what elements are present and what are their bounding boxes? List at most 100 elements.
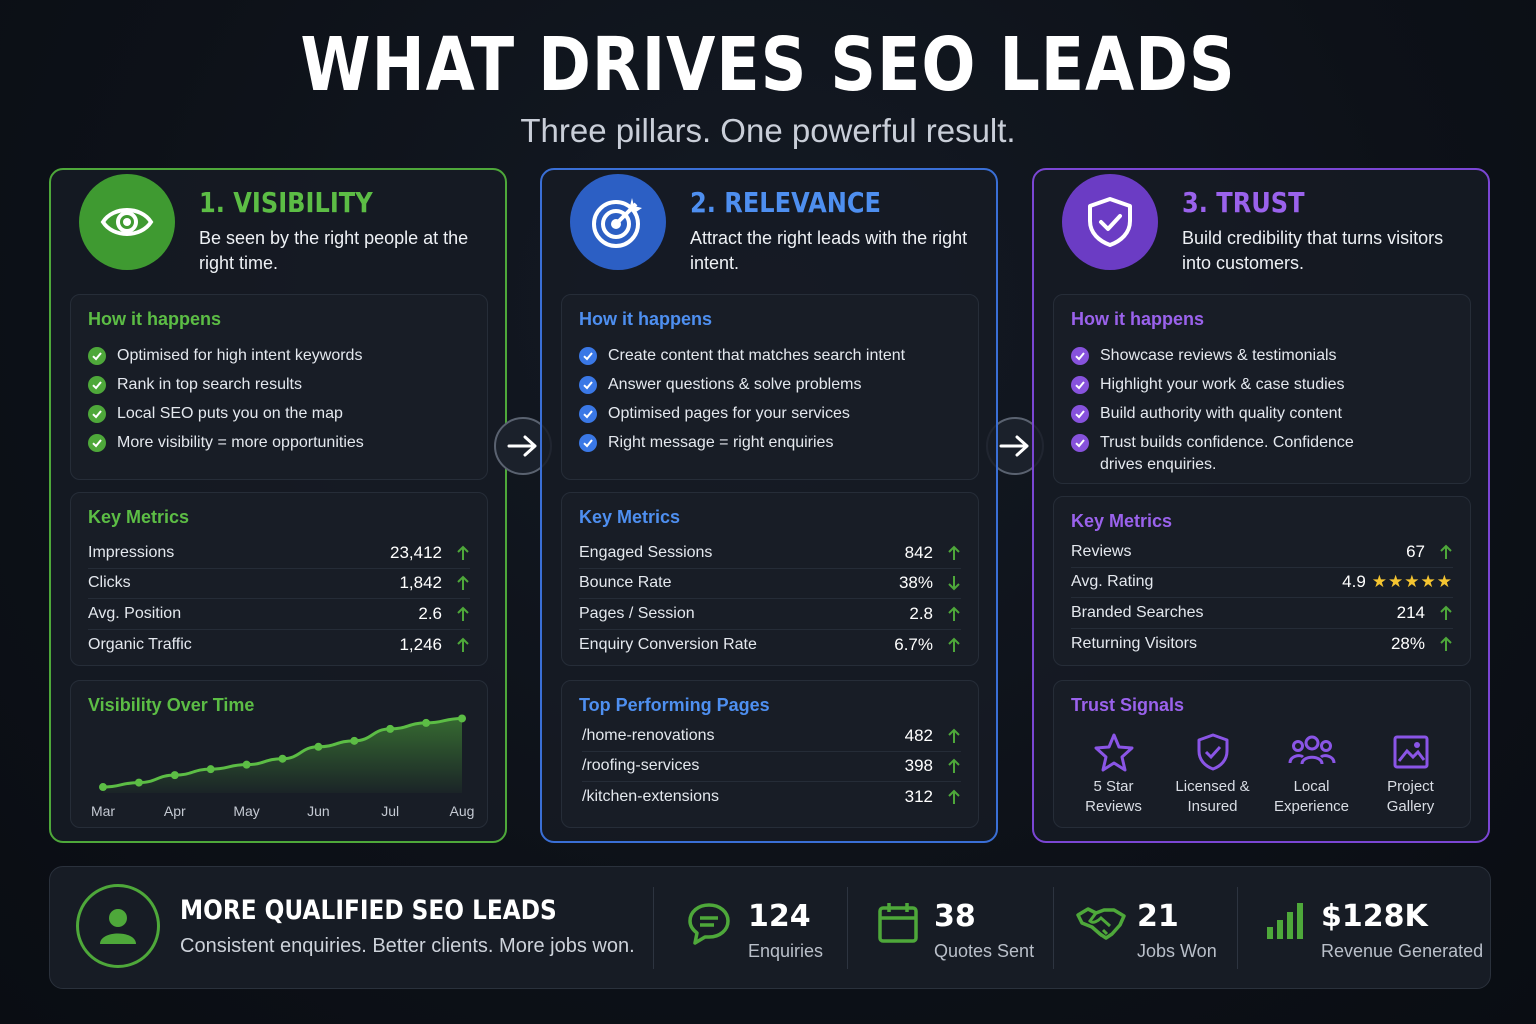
arrow-up-icon [442, 637, 470, 653]
metric-row: Reviews 67 [1071, 537, 1453, 568]
list-item-label: Right message = right enquiries [608, 434, 834, 451]
key-metrics-card: Key Metrics Reviews 67 Avg. Rating 4.9 ★★★★… [1053, 496, 1471, 666]
card-title: Key Metrics [579, 507, 681, 527]
arrow-down-icon [933, 575, 961, 591]
chat-icon [686, 901, 732, 952]
arrow-up-icon [442, 575, 470, 591]
chart-point [206, 765, 215, 774]
list-item: Rank in top search results [88, 374, 364, 396]
page-value: 482 [904, 725, 933, 745]
page-value: 312 [904, 787, 933, 807]
how-list: Showcase reviews & testimonials Highligh… [1071, 345, 1371, 483]
metric-row: Clicks 1,842 [88, 569, 470, 599]
arrow-up-icon [933, 758, 961, 774]
metric-row: Organic Traffic 1,246 [88, 630, 470, 661]
list-item: Highlight your work & case studies [1071, 374, 1371, 396]
page-path[interactable]: /roofing-services [582, 757, 700, 775]
chart-point [386, 724, 395, 733]
how-it-happens-card: How it happens Showcase reviews & testim… [1053, 294, 1471, 484]
arrow-up-icon [933, 606, 961, 622]
page-path[interactable]: /kitchen-extensions [582, 788, 719, 806]
stat-label: Quotes Sent [934, 941, 1035, 961]
trust-signal: Project Gallery [1363, 729, 1459, 817]
page-path[interactable]: /home-renovations [582, 726, 715, 744]
key-metrics-card: Key Metrics Engaged Sessions 842 Bounce R… [561, 492, 979, 666]
page-row[interactable]: /kitchen-extensions 312 [582, 782, 961, 813]
list-item-label: Highlight your work & case studies [1100, 376, 1345, 393]
calendar-icon [877, 901, 919, 950]
visibility-chart-card: Visibility Over Time Mar Apr May Jun Jul Aug [70, 680, 488, 828]
chart-title: Visibility Over Time [88, 695, 255, 715]
pillar-title: 3. TRUST [1182, 186, 1305, 219]
check-icon [88, 434, 106, 452]
metric-name: Bounce Rate [579, 574, 672, 592]
trust-signal-label: Licensed & Insured [1175, 778, 1250, 815]
chart-point [278, 754, 287, 763]
page-row[interactable]: /home-renovations 482 [582, 721, 961, 752]
metric-name: Reviews [1071, 542, 1132, 560]
handshake-icon [1076, 901, 1126, 950]
target-icon [570, 174, 666, 270]
card-title: How it happens [1071, 309, 1205, 329]
metric-value: 28% [1390, 633, 1425, 653]
check-icon [579, 376, 597, 394]
metric-name: Returning Visitors [1071, 634, 1197, 652]
page-subtitle: Three pillars. One powerful result. [520, 112, 1016, 149]
page-row[interactable]: /roofing-services 398 [582, 752, 961, 782]
check-icon [88, 347, 106, 365]
top-pages-card: Top Performing Pages /home-renovations 48… [561, 680, 979, 828]
check-icon [1071, 434, 1089, 452]
trust-signal-label: Local Experience [1273, 778, 1350, 815]
metric-value: 842 [904, 542, 933, 562]
metric-name: Impressions [88, 543, 175, 561]
chart-point [170, 771, 179, 780]
arrow-up-icon [933, 545, 961, 561]
pillar-title: 2. RELEVANCE [690, 186, 881, 219]
list-item-label: Create content that matches search inten… [608, 347, 906, 364]
card-title: How it happens [579, 309, 713, 329]
arrow-up-icon [1425, 605, 1453, 621]
check-icon [1071, 405, 1089, 423]
star-rating-icon: ★★★★★ [1371, 572, 1453, 592]
list-item-label: Rank in top search results [117, 376, 302, 393]
arrow-up-icon [933, 789, 961, 805]
list-item: Optimised pages for your services [579, 403, 905, 425]
divider [847, 887, 848, 969]
list-item: More visibility = more opportunities [88, 432, 364, 454]
metric-value: 38% [898, 573, 933, 593]
how-list: Create content that matches search inten… [579, 345, 905, 461]
check-icon [1071, 376, 1089, 394]
list-item-label: Trust builds confidence. Confidence driv… [1100, 434, 1354, 473]
stat-jobs-won: 21 Jobs Won [1076, 887, 1246, 969]
metric-value: 6.7% [894, 634, 933, 654]
metric-name: Organic Traffic [88, 635, 192, 653]
pillar-title: 1. VISIBILITY [199, 186, 373, 219]
list-item-label: Build authority with quality content [1100, 405, 1342, 422]
divider [1053, 887, 1054, 969]
check-icon [579, 347, 597, 365]
star-icon [1066, 729, 1162, 775]
metric-value: 1,246 [399, 634, 442, 654]
stat-revenue: $128K Revenue Generated [1266, 887, 1483, 969]
arrow-up-icon [933, 637, 961, 653]
visibility-area-chart: Mar Apr May Jun Jul Aug [91, 714, 475, 819]
stat-value: 21 [1137, 899, 1179, 934]
metrics-table: Impressions 23,412 Clicks 1,842 Avg. Posit… [88, 538, 470, 660]
pillar-description: Be seen by the right people at the right… [199, 228, 469, 273]
metric-row: Avg. Position 2.6 [88, 599, 470, 630]
check-icon [579, 405, 597, 423]
chart-point [350, 736, 359, 745]
x-tick-label: Aug [450, 803, 475, 819]
metric-row: Bounce Rate 38% [579, 569, 961, 599]
x-tick-label: May [233, 803, 259, 819]
metric-row: Avg. Rating 4.9 ★★★★★ [1071, 568, 1453, 598]
card-title: Key Metrics [1071, 511, 1173, 531]
user-icon [76, 884, 160, 968]
banner-subtitle: Consistent enquiries. Better clients. Mo… [180, 935, 635, 957]
stat-value: $128K [1321, 899, 1428, 934]
list-item: Optimised for high intent keywords [88, 345, 364, 367]
list-item-label: More visibility = more opportunities [117, 434, 364, 451]
metric-row: Engaged Sessions 842 [579, 538, 961, 569]
how-it-happens-card: How it happens Create content that match… [561, 294, 979, 480]
metric-value: 23,412 [390, 542, 442, 562]
